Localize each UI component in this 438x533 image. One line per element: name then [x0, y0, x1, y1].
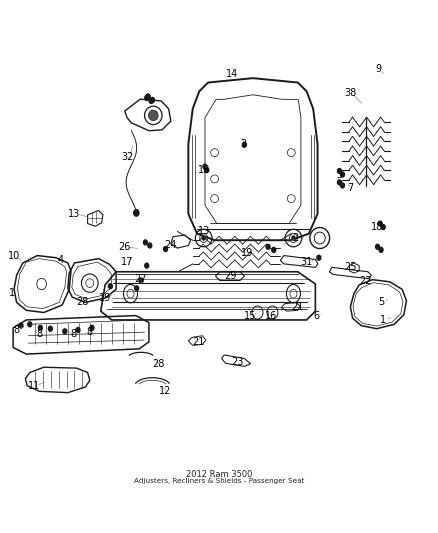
Ellipse shape	[272, 247, 276, 252]
Text: 4: 4	[57, 255, 64, 265]
Ellipse shape	[135, 286, 138, 291]
Text: 1: 1	[380, 315, 386, 325]
Text: 6: 6	[313, 311, 319, 320]
Ellipse shape	[205, 168, 208, 173]
Ellipse shape	[243, 142, 246, 147]
Text: 14: 14	[226, 69, 238, 79]
Ellipse shape	[148, 110, 158, 120]
Text: 29: 29	[224, 271, 236, 281]
Text: 3: 3	[336, 169, 343, 180]
Text: 18: 18	[198, 165, 210, 175]
Ellipse shape	[163, 247, 167, 252]
Text: 27: 27	[134, 274, 146, 284]
Ellipse shape	[28, 322, 32, 327]
Ellipse shape	[266, 244, 270, 249]
Ellipse shape	[337, 168, 342, 173]
Text: Adjusters, Recliners & Shields - Passenger Seat: Adjusters, Recliners & Shields - Passeng…	[134, 478, 304, 484]
Text: 25: 25	[344, 262, 357, 272]
Ellipse shape	[49, 326, 53, 331]
Ellipse shape	[90, 325, 94, 330]
Text: 28: 28	[152, 359, 165, 369]
Ellipse shape	[139, 278, 143, 283]
Ellipse shape	[76, 328, 80, 333]
Text: 8: 8	[36, 329, 42, 340]
Text: 28: 28	[76, 297, 88, 308]
Text: 19: 19	[241, 248, 254, 259]
Ellipse shape	[150, 98, 155, 103]
Text: 17: 17	[121, 257, 133, 267]
Ellipse shape	[317, 255, 321, 260]
Ellipse shape	[202, 236, 205, 240]
Ellipse shape	[203, 164, 207, 169]
Text: 31: 31	[300, 257, 313, 267]
Ellipse shape	[292, 236, 295, 240]
Ellipse shape	[337, 180, 342, 185]
Text: 5: 5	[378, 296, 384, 306]
Text: 32: 32	[121, 152, 133, 162]
Text: 22: 22	[360, 276, 372, 286]
Text: 16: 16	[265, 311, 277, 320]
Text: 8: 8	[71, 329, 77, 340]
Text: 23: 23	[231, 357, 244, 367]
Ellipse shape	[19, 323, 23, 328]
Ellipse shape	[375, 244, 379, 249]
Ellipse shape	[134, 209, 139, 216]
Text: 3: 3	[240, 139, 246, 149]
Text: 8: 8	[14, 325, 20, 335]
Ellipse shape	[341, 183, 344, 188]
Text: 7: 7	[347, 183, 353, 192]
Ellipse shape	[39, 325, 42, 330]
Ellipse shape	[148, 243, 152, 248]
Ellipse shape	[145, 263, 149, 268]
Text: 13: 13	[198, 227, 210, 237]
Ellipse shape	[109, 284, 112, 289]
Text: 11: 11	[28, 381, 40, 391]
Ellipse shape	[381, 224, 385, 230]
Ellipse shape	[146, 94, 150, 99]
Text: 21: 21	[192, 337, 204, 347]
Text: 10: 10	[8, 252, 20, 261]
Ellipse shape	[143, 240, 147, 245]
Text: 1: 1	[9, 288, 15, 298]
Text: 38: 38	[344, 88, 357, 99]
Text: 19: 19	[99, 293, 111, 303]
Ellipse shape	[149, 99, 153, 103]
Ellipse shape	[63, 329, 67, 334]
Text: 24: 24	[165, 240, 177, 251]
Text: 12: 12	[159, 386, 172, 397]
Ellipse shape	[378, 221, 382, 226]
Ellipse shape	[341, 172, 344, 177]
Text: 8: 8	[87, 327, 93, 337]
Text: 18: 18	[371, 222, 383, 232]
Text: 2012 Ram 3500: 2012 Ram 3500	[186, 470, 252, 479]
Text: 2: 2	[293, 233, 299, 243]
Text: 9: 9	[376, 64, 382, 75]
Text: 21: 21	[291, 302, 303, 312]
Text: 15: 15	[244, 311, 257, 320]
Ellipse shape	[145, 95, 149, 100]
Ellipse shape	[379, 247, 383, 252]
Text: 13: 13	[68, 209, 81, 219]
Text: 26: 26	[119, 242, 131, 252]
